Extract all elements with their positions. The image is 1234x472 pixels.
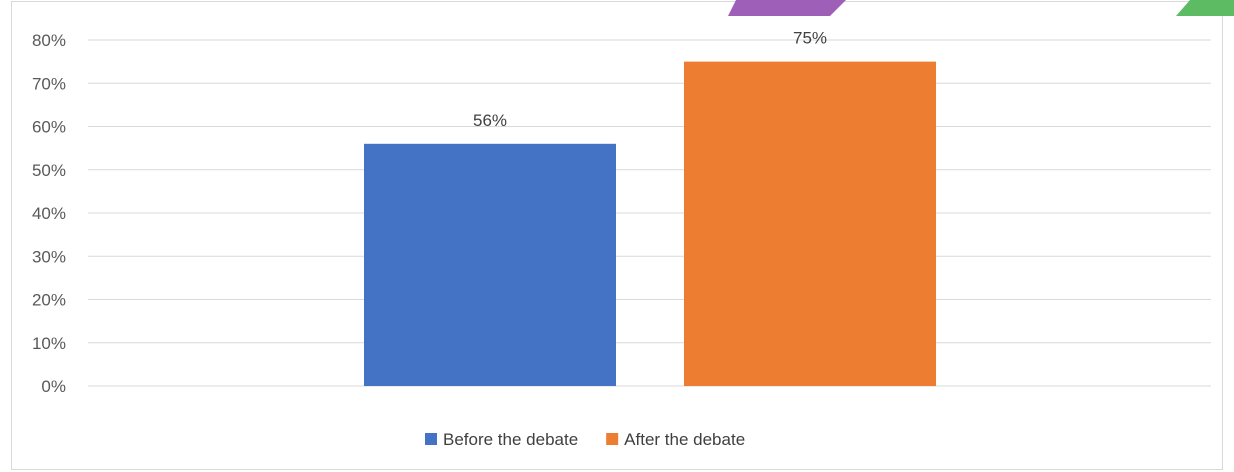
bar-before-the-debate xyxy=(364,143,616,386)
corner-tabs xyxy=(728,0,1234,16)
chart-frame xyxy=(11,1,1223,470)
data-label-after-the-debate: 75% xyxy=(793,29,827,48)
grid-lines xyxy=(88,39,1211,387)
y-tick-label: 40% xyxy=(32,204,66,223)
green-corner-tab xyxy=(1176,0,1234,16)
y-tick-label: 50% xyxy=(32,161,66,180)
y-tick-label: 60% xyxy=(32,118,66,137)
bars xyxy=(364,61,936,386)
legend-label-before-the-debate: Before the debate xyxy=(443,430,578,449)
legend: Before the debate After the debate xyxy=(425,430,745,449)
legend-label-after-the-debate: After the debate xyxy=(624,430,745,449)
bar-after-the-debate xyxy=(684,61,936,386)
data-label-before-the-debate: 56% xyxy=(473,111,507,130)
y-tick-labels: 0% 10% 20% 30% 40% 50% 60% 70% 80% xyxy=(32,31,66,396)
legend-swatch-before-the-debate xyxy=(425,433,437,445)
y-tick-label: 70% xyxy=(32,74,66,93)
y-tick-label: 0% xyxy=(41,377,66,396)
purple-corner-tab xyxy=(728,0,846,16)
y-tick-label: 10% xyxy=(32,334,66,353)
data-labels: 56% 75% xyxy=(473,29,827,130)
y-tick-label: 20% xyxy=(32,291,66,310)
y-tick-label: 80% xyxy=(32,31,66,50)
legend-swatch-after-the-debate xyxy=(606,433,619,445)
y-tick-label: 30% xyxy=(32,247,66,266)
